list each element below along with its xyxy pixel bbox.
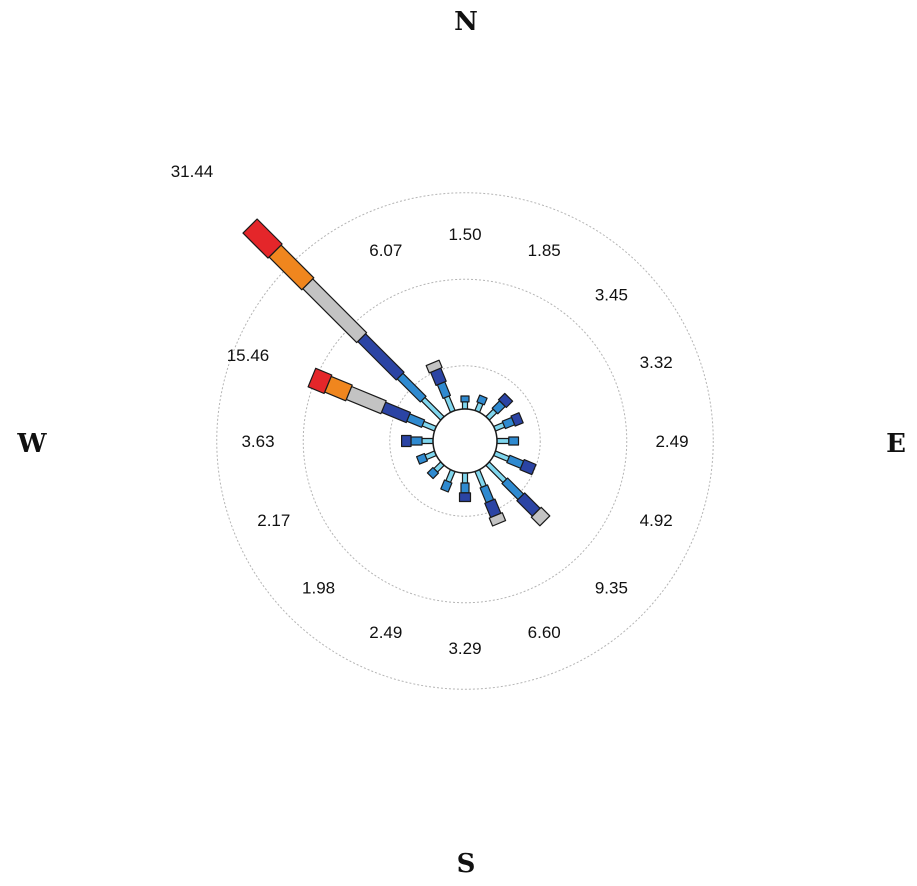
bar-segment-sector-8-class-0 xyxy=(461,472,469,484)
bar-segment-sector-8-class-1 xyxy=(460,482,470,494)
bar-segment-sector-13-class-0 xyxy=(421,420,437,432)
bar-segment-sector-14-class-4 xyxy=(268,244,315,291)
sector-percent-label-12: 3.63 xyxy=(241,432,274,451)
compass-south-label: S xyxy=(457,849,476,879)
sector-percent-label-13: 15.46 xyxy=(227,346,270,365)
bar-segment-sector-12-class-1 xyxy=(410,436,423,446)
compass-north-label: N xyxy=(454,7,478,37)
bar-segment-sector-14-class-3 xyxy=(302,278,368,344)
sector-percent-label-15: 6.07 xyxy=(369,241,402,260)
bar-segment-sector-0-class-1 xyxy=(460,395,470,403)
bar-segment-sector-2-class-2 xyxy=(497,392,514,409)
sector-percent-label-6: 9.35 xyxy=(595,578,628,597)
sector-percent-label-7: 6.60 xyxy=(528,623,561,642)
bar-segment-sector-6-class-3 xyxy=(530,506,551,527)
bar-segment-sector-5-class-2 xyxy=(519,459,537,476)
grid-ring-1 xyxy=(389,365,541,517)
bar-segment-sector-5-class-0 xyxy=(493,450,510,462)
bar-segment-sector-15-class-0 xyxy=(443,395,456,413)
bar-segment-sector-10-class-1 xyxy=(426,466,440,480)
bar-segment-sector-14-class-0 xyxy=(420,396,445,421)
sector-percent-label-9: 2.49 xyxy=(369,623,402,642)
bar-segment-sector-11-class-1 xyxy=(416,452,428,465)
bar-segment-sector-14-class-2 xyxy=(357,333,405,381)
sector-percent-label-3: 3.32 xyxy=(640,353,673,372)
bar-segment-sector-7-class-3 xyxy=(488,512,507,527)
sector-percent-label-2: 3.45 xyxy=(595,286,628,305)
bar-segment-sector-9-class-1 xyxy=(440,479,453,493)
bar-segment-sector-15-class-3 xyxy=(425,359,443,374)
bar-segment-sector-4-class-1 xyxy=(508,436,520,446)
sector-percent-label-10: 1.98 xyxy=(302,578,335,597)
sector-percent-label-8: 3.29 xyxy=(448,639,481,658)
sector-percent-label-5: 4.92 xyxy=(640,511,673,530)
grid-ring-3 xyxy=(216,192,714,690)
bar-segment-sector-7-class-0 xyxy=(474,469,487,488)
bar-segment-sector-13-class-5 xyxy=(307,367,333,395)
sector-percent-label-11: 2.17 xyxy=(257,511,290,530)
bar-segment-sector-13-class-3 xyxy=(345,385,387,415)
sector-percent-label-1: 1.85 xyxy=(528,241,561,260)
bar-segment-sector-8-class-2 xyxy=(458,492,472,503)
bar-segment-sector-6-class-0 xyxy=(485,461,508,484)
bar-segment-sector-3-class-2 xyxy=(510,412,524,427)
bar-segment-sector-6-class-1 xyxy=(501,477,525,501)
sector-percent-label-14: 31.44 xyxy=(171,162,214,181)
bar-segment-sector-14-class-1 xyxy=(396,372,427,403)
grid-ring-2 xyxy=(302,278,628,604)
bar-segment-sector-0-class-0 xyxy=(461,401,469,410)
sector-percent-labels: 1.50 1.85 3.45 3.32 2.49 4.92 9.35 6.60 3.29 2.49… xyxy=(171,162,689,658)
bar-segment-sector-12-class-0 xyxy=(421,437,434,445)
bar-segment-sector-13-class-2 xyxy=(380,401,411,424)
calm-circle xyxy=(432,408,498,474)
sector-bars xyxy=(242,218,551,527)
bar-segment-sector-12-class-2 xyxy=(401,434,412,448)
sector-percent-label-4: 2.49 xyxy=(655,432,688,451)
compass-west-label: W xyxy=(16,429,47,459)
sector-percent-label-0: 1.50 xyxy=(448,225,481,244)
grid-rings xyxy=(216,192,714,690)
bar-segment-sector-1-class-1 xyxy=(476,394,488,406)
bar-segment-sector-14-class-5 xyxy=(242,218,283,259)
bar-segment-sector-4-class-0 xyxy=(496,437,510,445)
compass-east-label: E xyxy=(886,429,906,459)
